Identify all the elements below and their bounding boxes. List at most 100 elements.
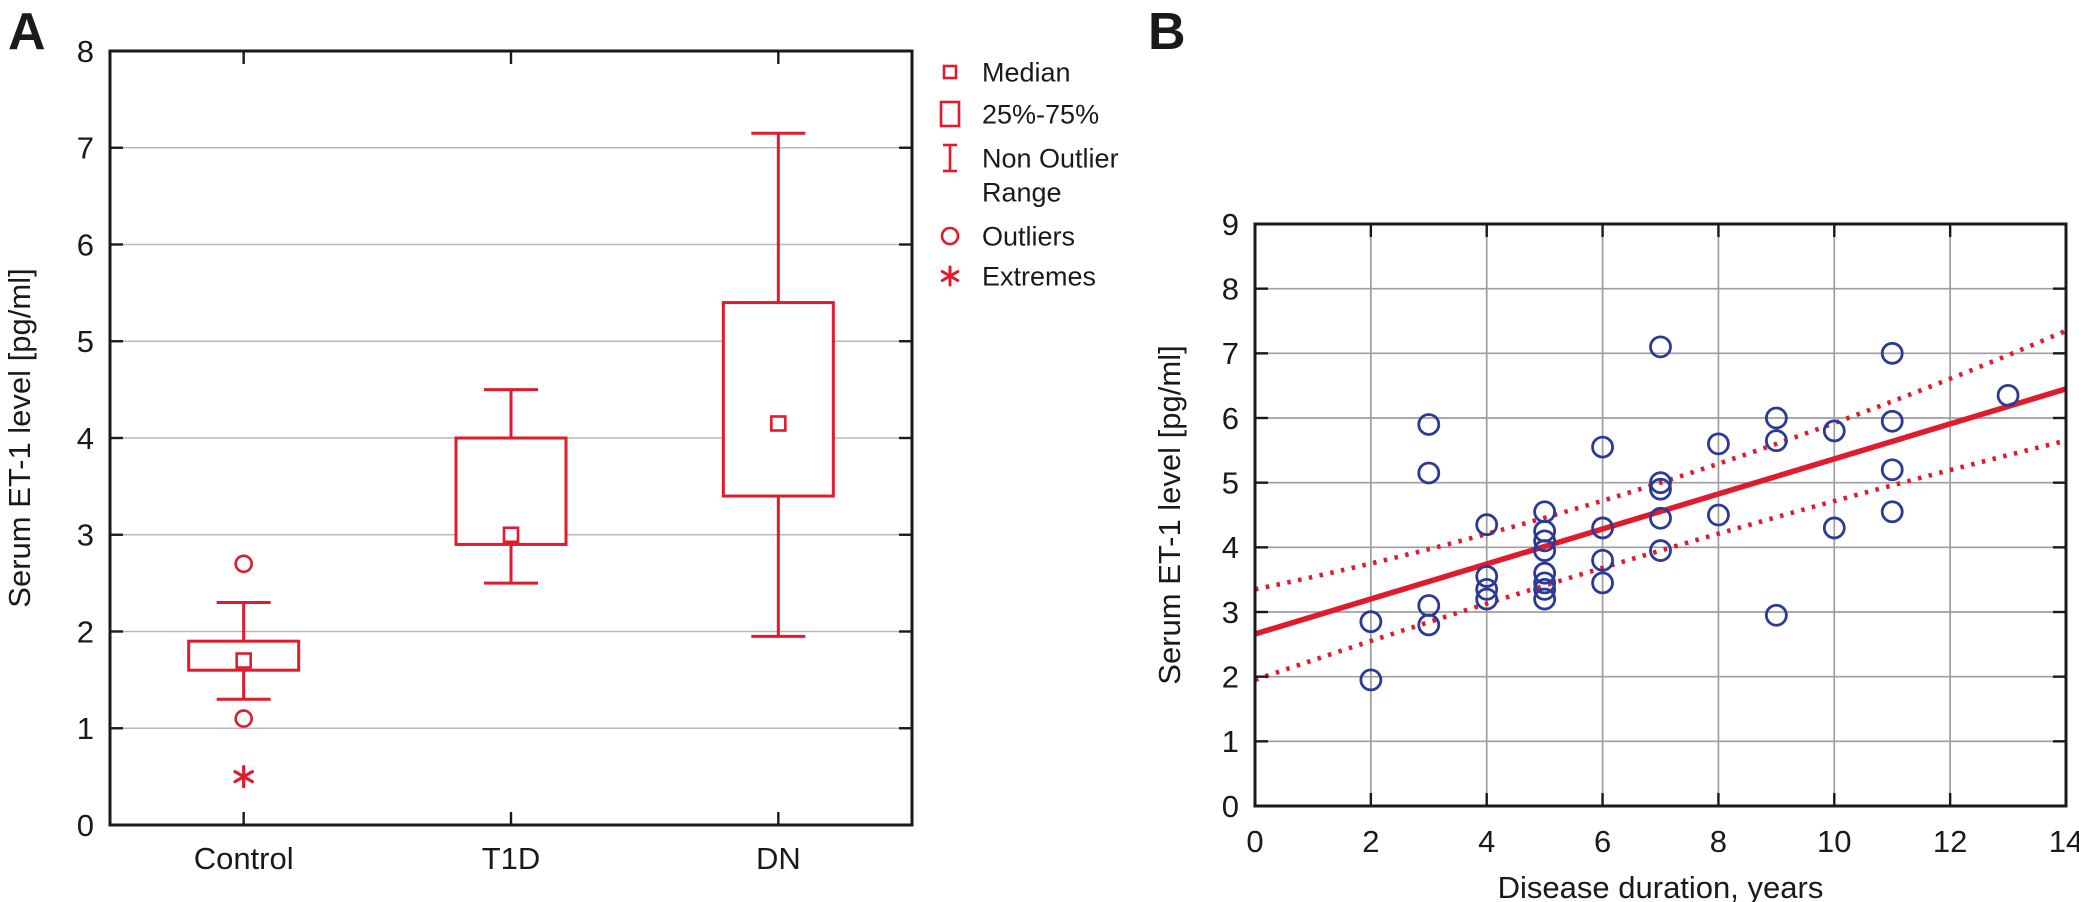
y-axis-title: Serum ET-1 level [pg/ml]	[1152, 345, 1187, 684]
scatter-point	[1417, 461, 1441, 485]
legend-label: Non Outlier	[982, 143, 1119, 173]
scatter-point	[1764, 406, 1788, 430]
box-group-t1d	[454, 388, 568, 585]
scatter-point	[1359, 610, 1383, 634]
y-tick-label: 6	[1222, 401, 1239, 436]
x-category-label: Control	[194, 841, 294, 876]
y-tick-label: 7	[77, 131, 94, 166]
x-axis-title: Disease duration, years	[1498, 870, 1824, 902]
scatter-point	[1649, 471, 1672, 495]
y-tick-label: 8	[77, 34, 94, 69]
median-marker	[235, 652, 252, 669]
scatter-point	[1764, 429, 1788, 453]
x-tick-label: 10	[1817, 824, 1851, 859]
scatter-point	[1649, 477, 1672, 501]
scatter-point	[1475, 513, 1499, 537]
scatter-point	[1880, 409, 1904, 433]
scatter-point	[1822, 419, 1846, 443]
scatter-point	[1591, 571, 1614, 595]
scatter-point	[1996, 383, 2020, 407]
legend-label: Extremes	[982, 261, 1096, 291]
legend-label: Range	[982, 177, 1062, 207]
x-tick-label: 4	[1478, 824, 1495, 859]
scatter-point	[1649, 335, 1672, 359]
x-tick-label: 0	[1246, 824, 1263, 859]
whisker-range-icon	[943, 143, 957, 173]
scatter-point	[1591, 516, 1614, 540]
scatter-point	[1707, 503, 1730, 527]
scatter-point	[1533, 561, 1557, 585]
plot-border	[1253, 222, 2068, 808]
y-tick-label: 8	[1222, 272, 1239, 307]
legend: Median 25%-75% Non Outlier Range Outliers Ext…	[939, 57, 1119, 291]
scatter-point	[1417, 413, 1441, 436]
scatter-point	[1417, 613, 1441, 637]
y-tick-label: 1	[77, 711, 94, 746]
extreme-marker	[233, 770, 254, 784]
median-marker	[770, 415, 787, 432]
panel-a-label: A	[8, 3, 46, 61]
legend-label: Median	[982, 57, 1071, 87]
scatter-point	[1591, 435, 1614, 459]
x-tick-label: 6	[1594, 824, 1611, 859]
y-tick-label: 9	[1222, 207, 1239, 242]
iqr-box	[721, 301, 835, 498]
y-tick-label: 4	[77, 421, 94, 456]
panel-b-label: B	[1148, 3, 1186, 61]
scatter-point	[1359, 668, 1383, 692]
median-square-icon	[942, 64, 958, 80]
box-group-control	[187, 554, 301, 789]
scatter-point	[1475, 577, 1499, 601]
scatter-point	[1533, 571, 1557, 595]
y-axis-title: Serum ET-1 level [pg/ml]	[2, 268, 37, 607]
outlier-circle-icon	[940, 226, 960, 246]
y-tick-label: 2	[1222, 660, 1239, 695]
icon-shape	[940, 270, 960, 282]
y-tick-label: 5	[77, 324, 94, 359]
scatter-point	[1707, 432, 1730, 456]
confidence-band-upper	[1254, 328, 2067, 592]
y-tick-label: 7	[1222, 336, 1239, 371]
legend-label: Outliers	[982, 221, 1075, 251]
legend-label: 25%-75%	[982, 99, 1099, 129]
x-tick-label: 8	[1710, 824, 1727, 859]
y-tick-label: 2	[77, 614, 94, 649]
x-category-label: T1D	[482, 841, 541, 876]
scatter-point	[1533, 539, 1557, 562]
boxplot-panel: 0 1 2 3 4 5 6 7 8 Control T1D DN Serum ET-1 level [p…	[2, 34, 1119, 876]
outlier-marker	[234, 554, 253, 574]
y-tick-label: 1	[1222, 724, 1239, 759]
scatter-point	[1533, 577, 1557, 601]
regression-line	[1254, 386, 2067, 637]
icon-shape	[942, 64, 958, 80]
y-tick-label: 3	[77, 518, 94, 553]
y-tick-label: 3	[1222, 595, 1239, 630]
median-marker	[502, 526, 520, 544]
x-category-label: DN	[756, 841, 801, 876]
x-tick-label: 14	[2049, 824, 2079, 859]
scatter-point	[1649, 539, 1672, 562]
scatter-point	[1880, 341, 1904, 365]
scatter-point	[1822, 516, 1846, 540]
scatter-point	[1475, 565, 1499, 588]
scatter-point	[1591, 548, 1614, 572]
scatter-point	[1475, 587, 1499, 611]
x-tick-label: 12	[1933, 824, 1967, 859]
scatter-point	[1649, 506, 1672, 530]
scatter-point	[1880, 500, 1904, 524]
extreme-asterisk-icon	[940, 265, 960, 287]
x-tick-label: 2	[1362, 824, 1379, 859]
y-tick-label: 5	[1222, 466, 1239, 501]
y-tick-label: 6	[77, 227, 94, 262]
y-tick-label: 4	[1222, 530, 1239, 565]
y-tick-label: 0	[77, 808, 94, 843]
scatter-point	[1533, 529, 1557, 553]
icon-shape	[940, 226, 960, 246]
confidence-band-lower	[1254, 438, 2067, 683]
icon-shape	[939, 100, 961, 128]
iqr-box-icon	[939, 100, 961, 128]
y-tick-label: 0	[1222, 789, 1239, 824]
scatter-point	[1533, 587, 1557, 611]
